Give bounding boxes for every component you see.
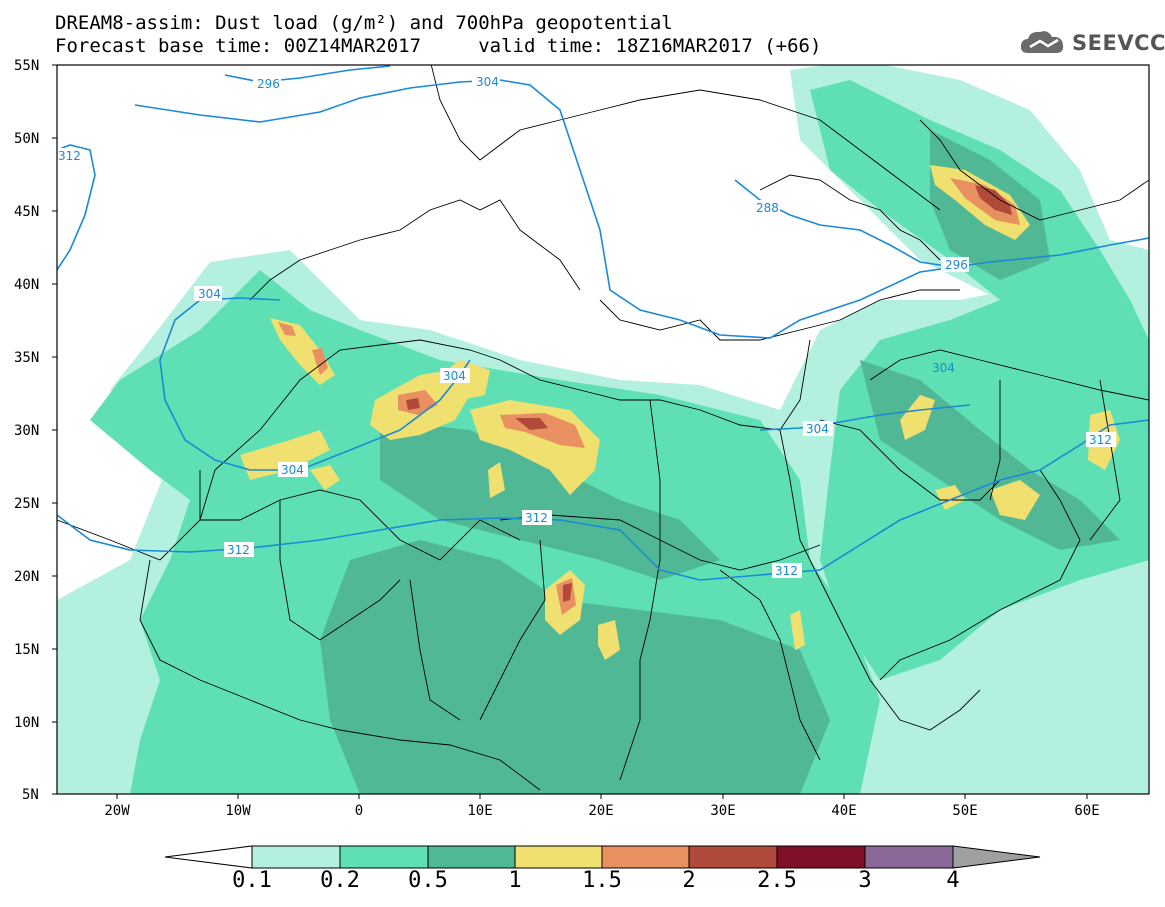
- svg-text:304: 304: [281, 463, 304, 477]
- lon-label: 50E: [952, 803, 977, 819]
- colorbar-segment: [776, 845, 866, 869]
- colorbar-segment: [864, 845, 954, 869]
- svg-text:304: 304: [476, 75, 499, 89]
- contour-label: 312: [522, 510, 552, 525]
- legend-label: 0.2: [320, 868, 360, 893]
- lat-label: 15N: [14, 642, 39, 658]
- legend-label: 1.5: [582, 868, 622, 893]
- contour-label: 304: [440, 368, 470, 383]
- colorbar-segment: [688, 845, 778, 869]
- lon-label: 20W: [104, 803, 130, 819]
- svg-text:296: 296: [257, 77, 280, 91]
- country-boundaries: [57, 65, 1149, 791]
- svg-text:312: 312: [775, 564, 798, 578]
- contour-label: 288: [752, 200, 780, 215]
- legend-label: 0.5: [408, 868, 448, 893]
- cloud-logo-icon: [1020, 31, 1064, 53]
- contour-label: 312: [57, 148, 81, 163]
- contour-label: 312: [1086, 432, 1116, 447]
- legend-label: 4: [946, 868, 960, 893]
- svg-text:312: 312: [227, 543, 250, 557]
- lon-label: 20E: [588, 803, 613, 819]
- lat-label: 40N: [14, 277, 39, 293]
- lon-label: 10E: [467, 803, 492, 819]
- svg-text:312: 312: [525, 511, 548, 525]
- lon-label: 30E: [710, 803, 735, 819]
- contour-label: 312: [772, 563, 802, 578]
- legend-label: 2: [682, 868, 696, 893]
- svg-text:288: 288: [756, 201, 779, 215]
- latitude-axis: 55N 50N 45N 40N 35N 30N 25N 20N 15N 10N …: [14, 58, 57, 803]
- colorbar-segment: [601, 845, 690, 869]
- colorbar: [164, 845, 1041, 869]
- colorbar-segment: [427, 845, 516, 869]
- legend-label: 3: [858, 868, 872, 893]
- colorbar-upper-arrow: [952, 845, 1041, 869]
- svg-text:304: 304: [932, 361, 955, 375]
- longitude-axis: 20W 10W 0 10E 20E 30E 40E 50E 60E: [104, 794, 1100, 819]
- colorbar-segment: [251, 845, 341, 869]
- lat-label: 20N: [14, 569, 39, 585]
- contour-label: 304: [194, 286, 222, 301]
- svg-text:312: 312: [58, 149, 81, 163]
- contour-label: 304: [803, 421, 833, 436]
- contour-label: 312: [224, 542, 254, 557]
- contour-label: 304: [472, 74, 500, 89]
- contour-labels: 296 304 312 304 288 296 304 304 304 304 …: [57, 74, 1116, 578]
- colorbar-segment: [339, 845, 429, 869]
- svg-text:304: 304: [806, 422, 829, 436]
- lat-label: 55N: [14, 58, 39, 74]
- colorbar-segment: [514, 845, 603, 869]
- legend-label: 2.5: [757, 868, 797, 893]
- map-title: DREAM8-assim: Dust load (g/m²) and 700hP…: [55, 12, 673, 34]
- logo-text: SEEVCCC: [1072, 31, 1165, 55]
- lat-label: 50N: [14, 131, 39, 147]
- legend-label: 1: [508, 868, 522, 893]
- map-subtitle: Forecast base time: 00Z14MAR2017 valid t…: [55, 35, 822, 57]
- lat-label: 35N: [14, 350, 39, 366]
- dust-fields: [57, 65, 1149, 794]
- lon-label: 10W: [225, 803, 251, 819]
- lat-label: 45N: [14, 204, 39, 220]
- svg-text:296: 296: [945, 258, 968, 272]
- svg-text:304: 304: [443, 369, 466, 383]
- lon-label: 40E: [831, 803, 856, 819]
- seevccc-logo: SEEVCCC: [1018, 27, 1165, 59]
- lat-label: 10N: [14, 715, 39, 731]
- lon-label: 60E: [1074, 803, 1099, 819]
- legend-label: 0.1: [232, 868, 272, 893]
- contour-label: 296: [941, 257, 969, 272]
- lat-label: 25N: [14, 496, 39, 512]
- lat-label: 5N: [22, 787, 39, 803]
- svg-text:304: 304: [198, 287, 221, 301]
- lat-label: 30N: [14, 423, 39, 439]
- contour-label: 304: [278, 462, 308, 477]
- contour-label: 304: [932, 361, 955, 375]
- lon-label: 0: [355, 803, 363, 819]
- contour-label: 296: [253, 76, 281, 91]
- svg-text:312: 312: [1089, 433, 1112, 447]
- colorbar-lower-arrow: [164, 845, 253, 869]
